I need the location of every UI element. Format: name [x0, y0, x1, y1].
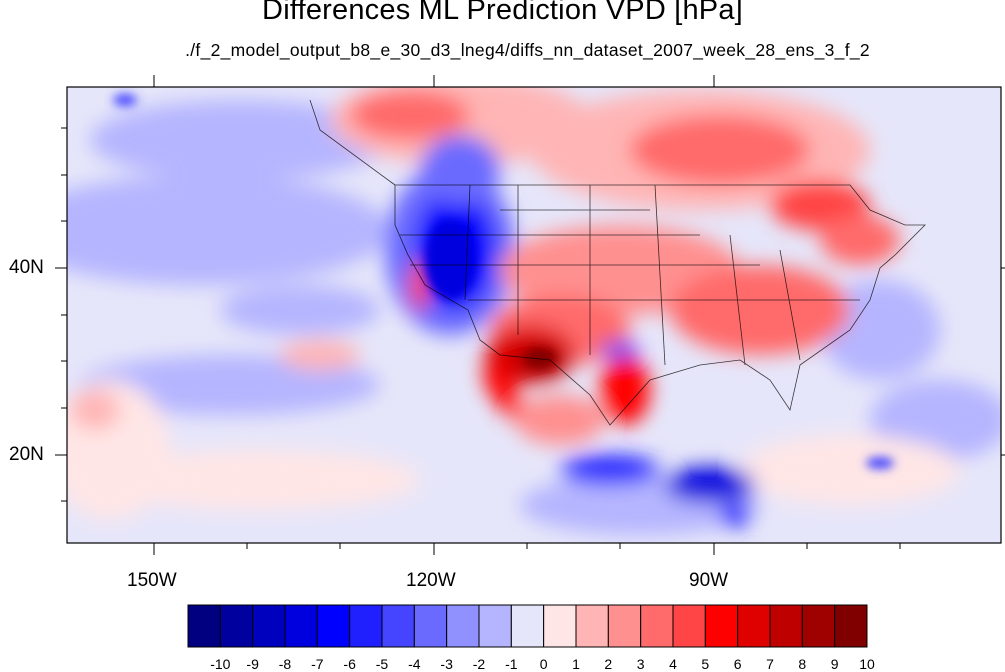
colorbar-swatch [219, 604, 254, 648]
colorbar-swatch [510, 604, 545, 648]
colorbar-swatch [769, 604, 803, 648]
lon-tick-90w: 90W [689, 570, 729, 591]
colorbar-swatch [575, 604, 609, 648]
colorbar-label: 7 [766, 656, 774, 672]
colorbar-label: -10 [210, 656, 231, 672]
colorbar-swatch [801, 604, 836, 648]
colorbar-swatch [187, 604, 221, 648]
lon-tick-120w: 120W [406, 570, 456, 591]
colorbar-label: 1 [572, 656, 580, 672]
colorbar-label: -3 [440, 656, 453, 672]
colorbar-label: -4 [408, 656, 421, 672]
colorbar-label: 5 [701, 656, 710, 672]
colorbar-label: -1 [505, 656, 518, 672]
colorbar-swatch [834, 604, 868, 648]
colorbar-label: -2 [472, 656, 486, 672]
colorbar-label: -6 [343, 656, 356, 672]
colorbar-swatch [543, 604, 577, 648]
colorbar-label: 4 [669, 656, 677, 672]
colorbar-label: 9 [830, 656, 839, 672]
colorbar-swatch [349, 604, 383, 648]
colorbar-label: 2 [604, 656, 613, 672]
colorbar-swatch [478, 604, 512, 648]
colorbar-swatch [607, 604, 642, 648]
colorbar-swatch [284, 604, 318, 648]
colorbar-label: 8 [798, 656, 807, 672]
colorbar-swatch [640, 604, 674, 648]
colorbar-label: -9 [246, 656, 259, 672]
gulf-of-alaska-band [90, 100, 390, 180]
lat-tick-20n: 20N [9, 444, 44, 465]
map-title: Differences ML Prediction VPD [hPa] [262, 0, 743, 26]
colorbar-label: -7 [311, 656, 324, 672]
colorbar-label: 10 [859, 656, 875, 672]
colorbar-swatch [316, 604, 351, 648]
tick-marks [55, 75, 1005, 555]
colorbar-label: 0 [539, 656, 548, 672]
contour-field [67, 87, 1001, 543]
colorbar [187, 604, 868, 648]
lon-tick-150w: 150W [127, 570, 177, 591]
colorbar-swatch [737, 604, 771, 648]
colorbar-swatch [413, 604, 448, 648]
colorbar-swatch [381, 604, 415, 648]
colorbar-label: -5 [375, 656, 389, 672]
boundary-lines [309, 99, 926, 426]
colorbar-label: 3 [636, 656, 645, 672]
lat-tick-40n: 40N [9, 257, 44, 278]
map-subtitle: ./f_2_model_output_b8_e_30_d3_lneg4/diff… [185, 40, 870, 60]
colorbar-label: -8 [278, 656, 292, 672]
colorbar-swatch [252, 604, 286, 648]
colorbar-swatch [672, 604, 706, 648]
colorbar-swatch [704, 604, 739, 648]
colorbar-swatch [446, 604, 480, 648]
colorbar-label: 6 [733, 656, 742, 672]
pacific-band [67, 175, 390, 285]
